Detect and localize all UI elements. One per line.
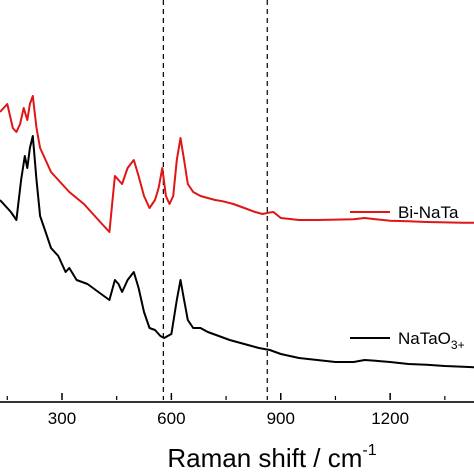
series-layer: [0, 95, 474, 369]
reference-lines: [162, 0, 268, 400]
series-line-1: [0, 95, 474, 233]
plot-frame: [0, 401, 474, 403]
x-axis-ticks: 300 600 900 1200: [6, 393, 446, 428]
legend: Bi-NaTa NaTaO3+: [350, 203, 465, 352]
legend-label-subscript: 3+: [451, 338, 465, 352]
x-axis-title-superscript: -1: [362, 442, 376, 459]
x-tick-label: 900: [267, 409, 295, 428]
legend-label-bi-nata: Bi-NaTa: [398, 203, 459, 222]
series-line-2: [0, 135, 474, 369]
legend-label-natao3: NaTaO3+: [398, 329, 465, 352]
x-axis-title: Raman shift / cm-1: [167, 442, 376, 473]
x-tick-label: 600: [157, 409, 185, 428]
x-tick-label: 300: [48, 409, 76, 428]
x-tick-label: 1200: [371, 409, 409, 428]
